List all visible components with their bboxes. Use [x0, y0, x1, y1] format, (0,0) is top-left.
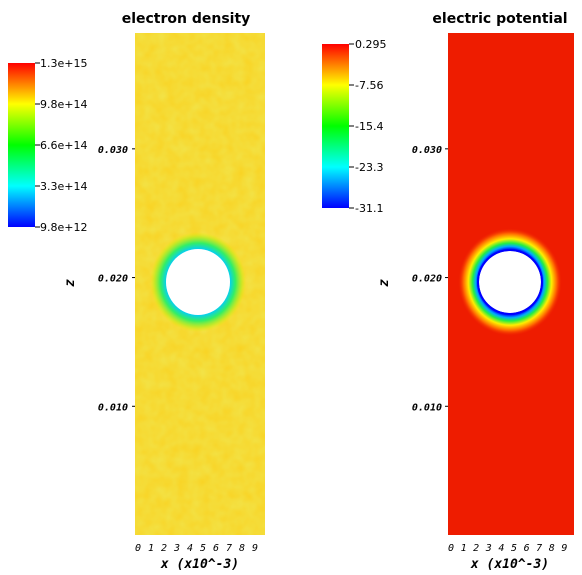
- density-y-tick-label: 0.030: [98, 145, 128, 156]
- potential-hole-edge: [477, 249, 543, 315]
- density-colorbar-ticks: 1.3e+15 9.8e+14 6.6e+14 3.3e+14 9.8e+12: [35, 57, 87, 234]
- density-colorbar: 1.3e+15 9.8e+14 6.6e+14 3.3e+14 9.8e+12: [8, 57, 87, 234]
- potential-x-tick-label: 6: [524, 543, 530, 554]
- density-x-tick-label: 4: [187, 543, 193, 554]
- potential-hole: [479, 251, 541, 313]
- potential-colorbar-label: -31.1: [355, 202, 383, 215]
- potential-x-tick-label: 8: [549, 543, 555, 554]
- potential-colorbar-label: -15.4: [355, 120, 383, 133]
- density-colorbar-label: 6.6e+14: [40, 139, 87, 152]
- potential-x-tick-label: 4: [498, 543, 504, 554]
- density-x-axis-label: x (x10^-3): [160, 557, 239, 572]
- density-y-ticks: 0.010 0.020 0.030: [98, 145, 135, 413]
- right-chart-title: electric potential: [432, 11, 567, 27]
- potential-colorbar-label: 0.295: [355, 38, 387, 51]
- potential-colorbar-ticks: 0.295 -7.56 -15.4 -23.3 -31.1: [349, 38, 387, 215]
- density-hole: [166, 249, 230, 315]
- potential-colorbar-gradient: [322, 44, 349, 208]
- density-colorbar-gradient: [8, 63, 35, 227]
- density-x-tick-label: 3: [173, 543, 180, 554]
- left-chart-title: electron density: [122, 11, 251, 27]
- density-x-tick-label: 0: [135, 543, 141, 554]
- potential-x-tick-label: 7: [536, 543, 542, 554]
- potential-colorbar: 0.295 -7.56 -15.4 -23.3 -31.1: [322, 38, 387, 215]
- density-y-tick-label: 0.010: [98, 402, 128, 413]
- potential-colorbar-label: -7.56: [355, 79, 383, 92]
- density-x-tick-label: 1: [148, 543, 154, 554]
- potential-x-tick-label: 5: [511, 543, 517, 554]
- density-x-tick-label: 6: [213, 543, 219, 554]
- density-x-tick-label: 2: [161, 543, 167, 554]
- density-y-tick-label: 0.020: [98, 274, 128, 285]
- density-x-tick-label: 9: [252, 543, 258, 554]
- density-x-tick-label: 7: [226, 543, 232, 554]
- density-x-tick-label: 5: [200, 543, 206, 554]
- density-colorbar-label: 3.3e+14: [40, 180, 87, 193]
- density-colorbar-label: 9.8e+12: [40, 221, 87, 234]
- potential-x-tick-label: 3: [485, 543, 492, 554]
- potential-x-tick-label: 0: [448, 543, 454, 554]
- potential-x-tick-label: 2: [473, 543, 479, 554]
- density-colorbar-label: 1.3e+15: [40, 57, 87, 70]
- potential-x-tick-label: 9: [561, 543, 567, 554]
- potential-x-tick-label: 1: [461, 543, 467, 554]
- density-y-axis-label: z: [63, 279, 78, 287]
- potential-y-tick-label: 0.030: [412, 145, 442, 156]
- potential-y-axis-label: z: [377, 279, 392, 287]
- potential-y-tick-label: 0.020: [412, 274, 442, 285]
- potential-y-ticks: 0.010 0.020 0.030: [412, 145, 448, 413]
- potential-y-tick-label: 0.010: [412, 402, 442, 413]
- density-x-tick-label: 8: [239, 543, 245, 554]
- potential-colorbar-label: -23.3: [355, 161, 383, 174]
- potential-x-axis-label: x (x10^-3): [470, 557, 549, 572]
- density-colorbar-label: 9.8e+14: [40, 98, 87, 111]
